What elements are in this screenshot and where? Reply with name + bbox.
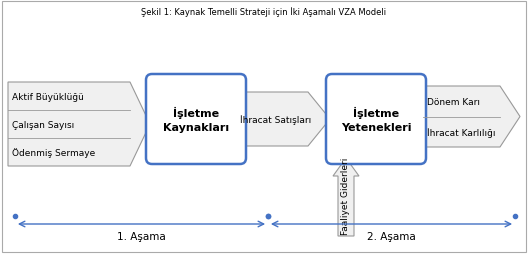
Polygon shape xyxy=(333,158,359,236)
Text: Ödenmiş Sermaye: Ödenmiş Sermaye xyxy=(12,148,95,157)
Polygon shape xyxy=(423,87,520,147)
Text: Aktif Büyüklüğü: Aktif Büyüklüğü xyxy=(12,92,84,101)
Text: Faaliyet Giderleri: Faaliyet Giderleri xyxy=(342,157,351,234)
FancyBboxPatch shape xyxy=(326,75,426,164)
Text: Dönem Karı: Dönem Karı xyxy=(427,97,480,106)
Text: Çalışan Sayısı: Çalışan Sayısı xyxy=(12,120,74,129)
Text: İhracat Satışları: İhracat Satışları xyxy=(240,115,312,124)
Polygon shape xyxy=(244,93,330,146)
Text: İhracat Karlılığı: İhracat Karlılığı xyxy=(427,127,495,137)
Text: 2. Aşama: 2. Aşama xyxy=(367,231,416,241)
Text: İşletme
Yetenekleri: İşletme Yetenekleri xyxy=(341,107,411,132)
Text: Şekil 1: Kaynak Temelli Strateji için İki Aşamalı VZA Modeli: Şekil 1: Kaynak Temelli Strateji için İk… xyxy=(142,7,386,17)
Text: 1. Aşama: 1. Aşama xyxy=(117,231,166,241)
Text: İşletme
Kaynakları: İşletme Kaynakları xyxy=(163,107,229,132)
FancyBboxPatch shape xyxy=(146,75,246,164)
Polygon shape xyxy=(8,83,150,166)
